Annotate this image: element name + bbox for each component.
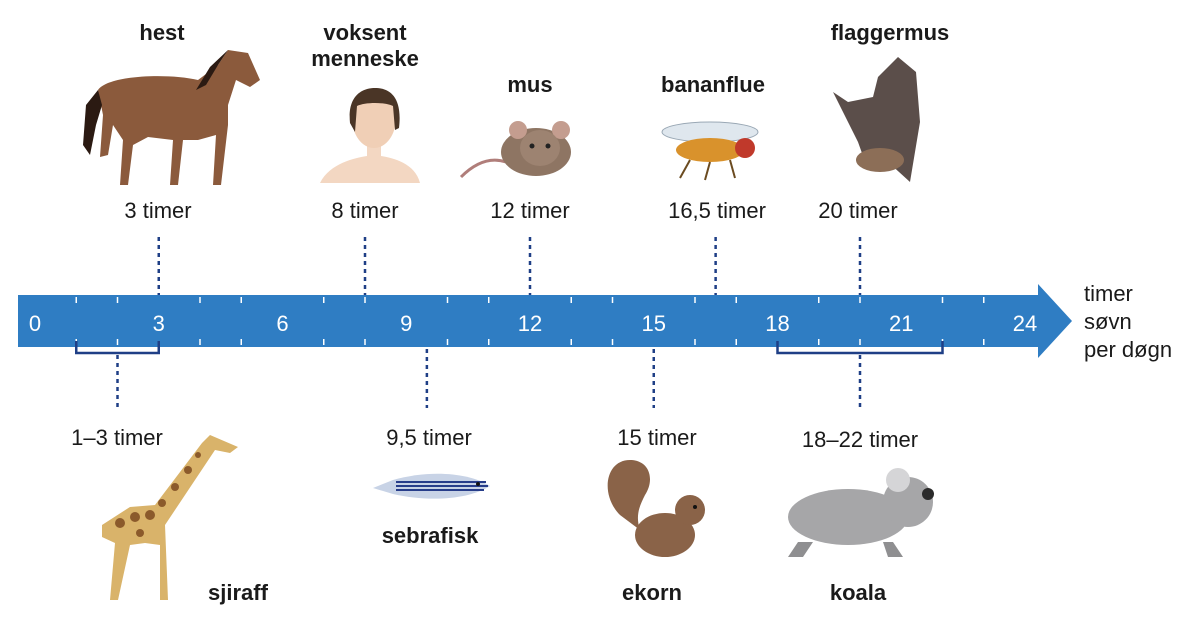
hours-mouse: 12 timer	[490, 198, 570, 223]
hours-zebrafish: 9,5 timer	[386, 425, 472, 450]
axis-arrow	[18, 284, 1072, 358]
animal-name-mouse: mus	[507, 72, 553, 97]
animal-name-horse: hest	[139, 20, 185, 45]
mouse-icon	[459, 121, 571, 179]
animal-name-human: voksent menneske	[311, 20, 419, 71]
tick-label: 15	[641, 311, 666, 336]
hours-human: 8 timer	[331, 198, 399, 223]
hours-bat: 20 timer	[818, 198, 898, 223]
hours-giraffe: 1–3 timer	[71, 425, 163, 450]
axis-unit-line: timer	[1084, 281, 1133, 306]
horse-icon	[83, 50, 260, 185]
axis-unit-line: søvn	[1084, 309, 1132, 334]
animal-name-zebrafish: sebrafisk	[381, 523, 479, 548]
human-icon	[320, 88, 420, 183]
tick-label: 12	[517, 311, 543, 336]
tick-label: 6	[276, 311, 289, 336]
giraffe-icon	[102, 435, 238, 600]
hours-fruitfly: 16,5 timer	[668, 198, 766, 223]
tick-label: 9	[400, 311, 413, 336]
axis-unit-line: per døgn	[1084, 337, 1173, 362]
connector-lines	[75, 237, 944, 408]
tick-label: 0	[28, 311, 42, 336]
animal-name-koala: koala	[829, 580, 887, 605]
tick-label: 3	[152, 311, 165, 336]
tick-label: 24	[1012, 311, 1038, 336]
hours-koala: 18–22 timer	[801, 427, 919, 452]
range-bracket	[776, 341, 944, 355]
animal-name-giraffe: sjiraff	[208, 580, 268, 605]
hours-squirrel: 15 timer	[617, 425, 697, 450]
zebrafish-icon	[373, 473, 490, 499]
koala-icon	[788, 468, 934, 557]
bat-icon	[833, 57, 920, 182]
animal-name-fruitfly: bananflue	[661, 72, 765, 97]
axis-unit-label: timer søvn per døgn	[1084, 280, 1172, 364]
animal-name-squirrel: ekorn	[622, 580, 682, 605]
animal-name-bat: flaggermus	[830, 20, 950, 45]
squirrel-icon	[607, 460, 705, 557]
tick-label: 18	[765, 311, 790, 336]
fruitfly-icon	[661, 121, 759, 181]
range-bracket	[75, 341, 160, 355]
minor-ticks	[75, 297, 985, 345]
hours-horse: 3 timer	[124, 198, 192, 223]
tick-label: 21	[889, 311, 914, 336]
